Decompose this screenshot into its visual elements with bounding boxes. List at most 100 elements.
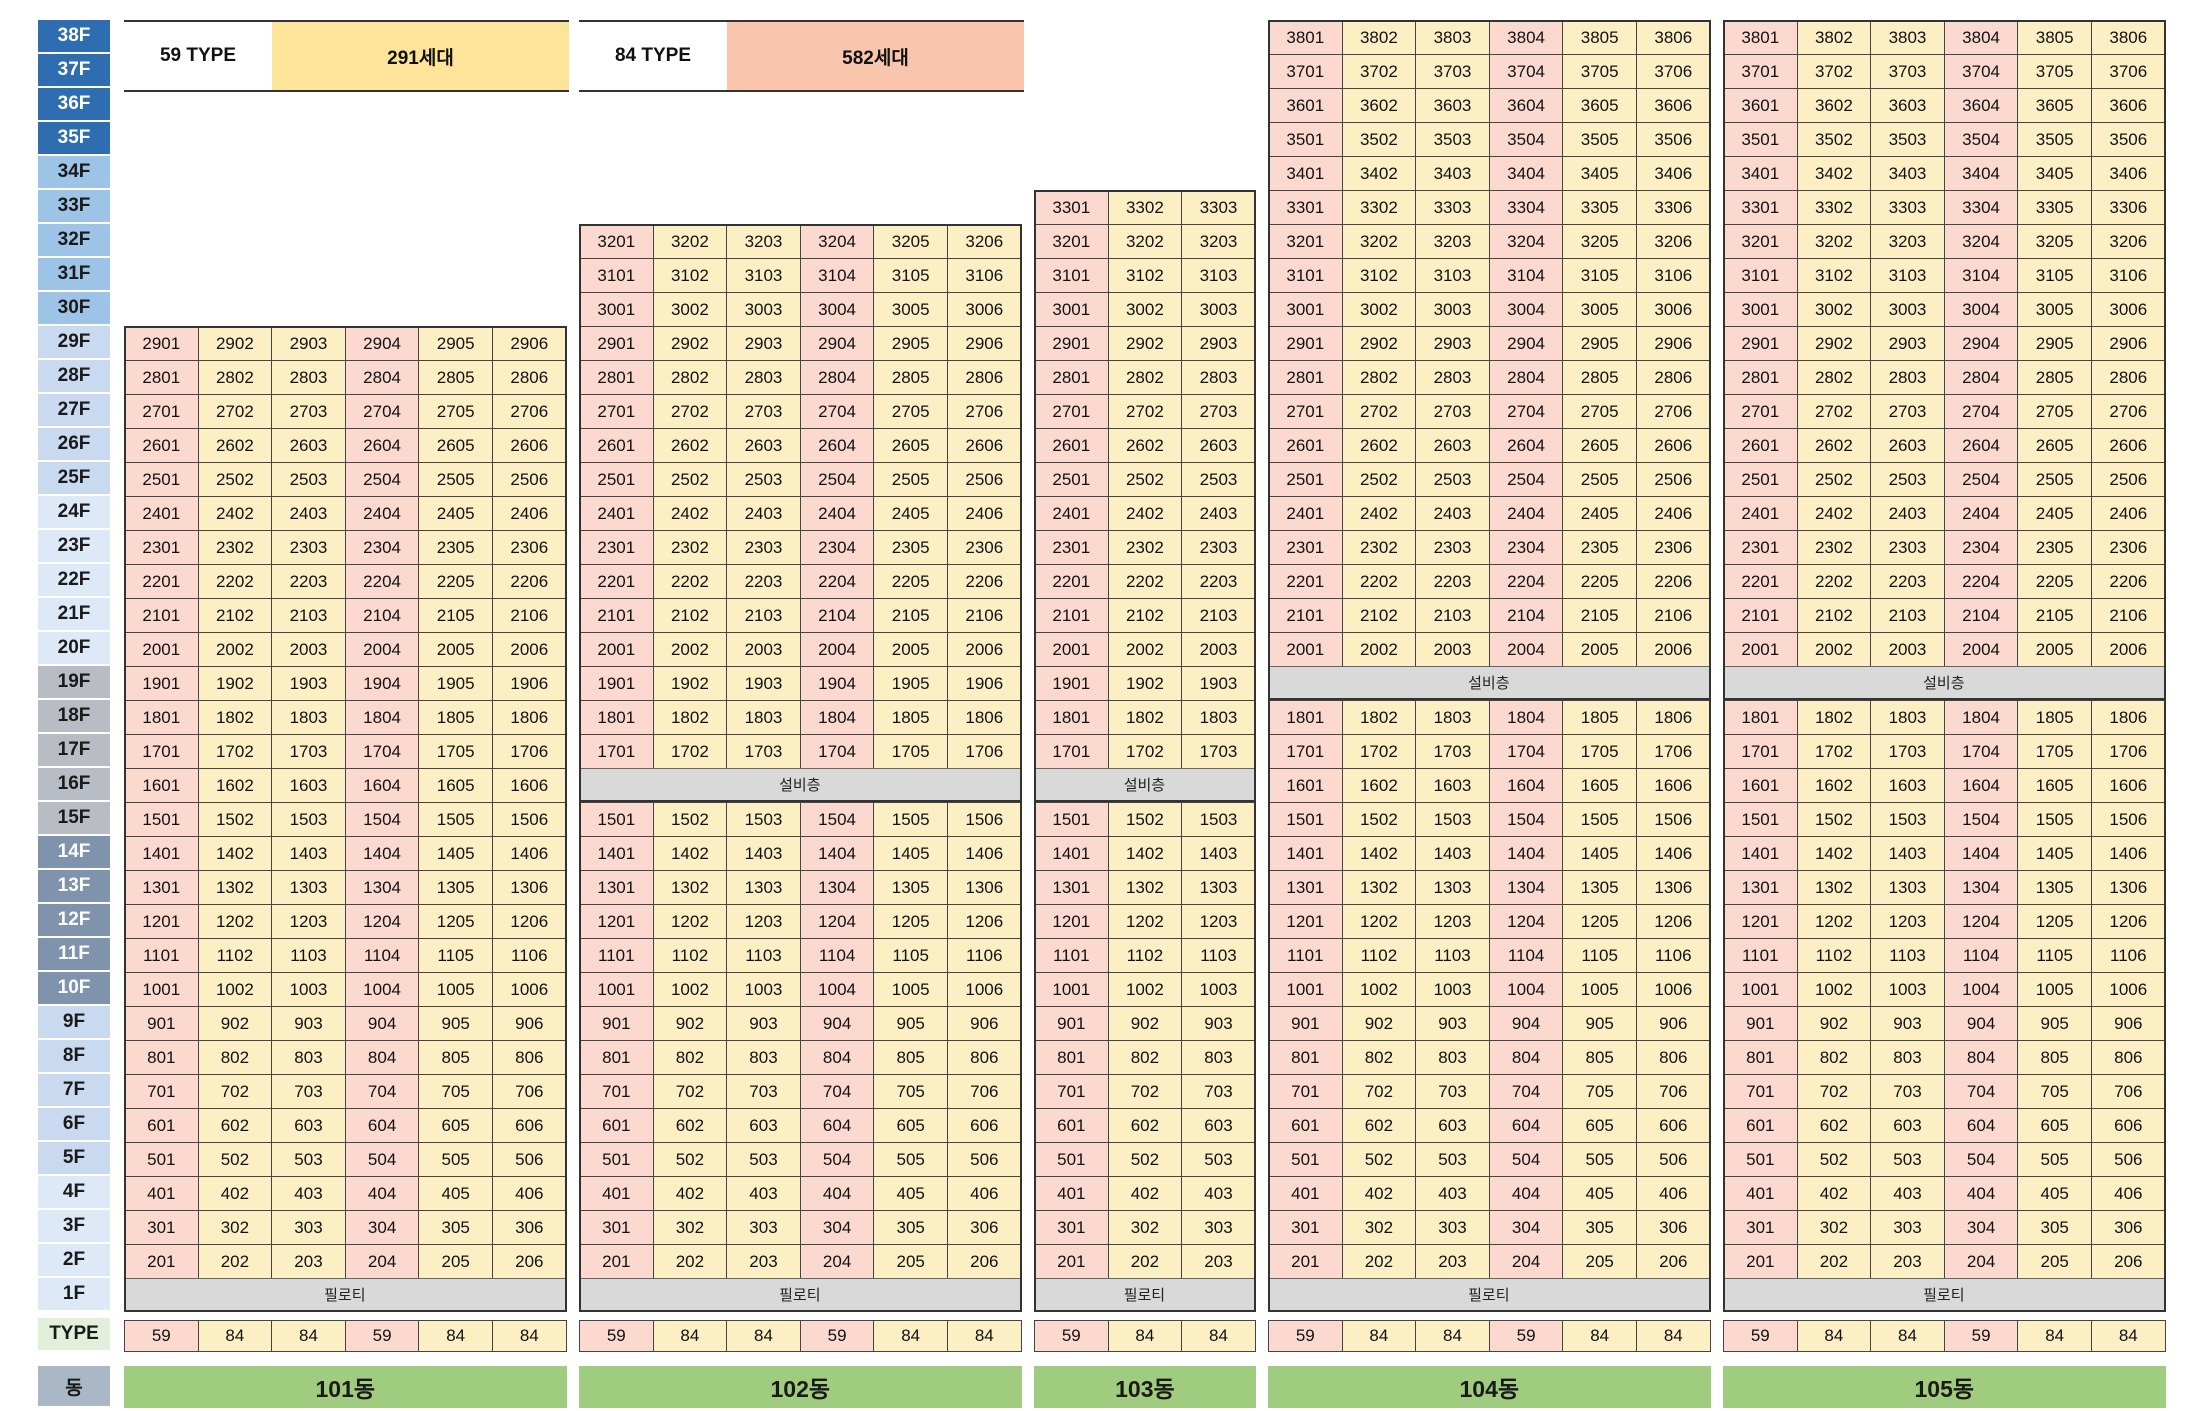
unit-cell: 606 (947, 1108, 1022, 1143)
unit-cell: 1301 (579, 870, 654, 905)
unit-cell: 2606 (492, 428, 567, 463)
unit-cell: 904 (1488, 1006, 1564, 1041)
unit-cell: 3603 (1870, 88, 1945, 123)
unit-cell: 704 (1488, 1074, 1564, 1109)
unit-cell: 1604 (1943, 768, 2019, 803)
unit-cell: 3001 (1034, 292, 1109, 327)
floor-label: 35F (38, 122, 110, 156)
unit-cell: 1703 (1870, 734, 1945, 769)
unit-cell: 2503 (1415, 462, 1490, 497)
unit-cell: 2801 (124, 360, 199, 395)
unit-cell: 505 (1562, 1142, 1637, 1177)
unit-cell: 506 (2091, 1142, 2166, 1177)
unit-cell: 2606 (1636, 428, 1711, 463)
unit-cell: 2304 (344, 530, 420, 565)
unit-cell: 3003 (1181, 292, 1256, 327)
unit-cell: 2406 (1636, 496, 1711, 531)
unit-cell: 1006 (2091, 972, 2166, 1007)
unit-cell: 1405 (873, 836, 948, 871)
unit-cell: 2301 (124, 530, 199, 565)
legend-type-label: 84 TYPE (579, 22, 727, 90)
unit-cell: 403 (1181, 1176, 1256, 1211)
unit-cell: 1805 (1562, 700, 1637, 735)
unit-cell: 2004 (1488, 632, 1564, 667)
unit-cell: 2001 (579, 632, 654, 667)
unit-cell: 705 (2017, 1074, 2092, 1109)
unit-cell: 2205 (2017, 564, 2092, 599)
unit-cell: 1503 (1415, 802, 1490, 837)
floor-label: 3F (38, 1210, 110, 1244)
unit-cell: 201 (1268, 1244, 1343, 1279)
unit-cell: 3006 (2091, 292, 2166, 327)
unit-cell: 1806 (1636, 700, 1711, 735)
unit-cell: 1302 (1341, 870, 1417, 905)
unit-cell: 2504 (799, 462, 875, 497)
unit-cell: 1002 (652, 972, 728, 1007)
unit-cell: 1306 (1636, 870, 1711, 905)
unit-cell: 506 (492, 1142, 567, 1177)
unit-cell: 2802 (652, 360, 728, 395)
piloti-floor-band: 필로티 (1268, 1278, 1710, 1312)
unit-cell: 2801 (579, 360, 654, 395)
unit-cell: 1405 (1562, 836, 1637, 871)
unit-cell: 1401 (1268, 836, 1343, 871)
unit-cell: 3801 (1723, 20, 1798, 55)
unit-cell: 405 (2017, 1176, 2092, 1211)
unit-cell: 2505 (873, 462, 948, 497)
unit-cell: 2702 (197, 394, 273, 429)
unit-cell: 1802 (197, 700, 273, 735)
unit-cell: 2502 (1341, 462, 1417, 497)
unit-cell: 403 (1870, 1176, 1945, 1211)
unit-cell: 2501 (124, 462, 199, 497)
unit-cell: 601 (1723, 1108, 1798, 1143)
unit-cell: 802 (197, 1040, 273, 1075)
unit-cell: 1403 (1415, 836, 1490, 871)
unit-cell: 1306 (492, 870, 567, 905)
unit-cell: 2901 (1723, 326, 1798, 361)
unit-type-cell: 84 (197, 1320, 273, 1352)
unit-cell: 2803 (271, 360, 346, 395)
unit-cell: 305 (418, 1210, 493, 1245)
unit-type-cell: 59 (799, 1320, 875, 1352)
unit-cell: 1803 (726, 700, 801, 735)
floor-label: 13F (38, 870, 110, 904)
unit-cell: 203 (726, 1244, 801, 1279)
unit-cell: 1701 (1034, 734, 1109, 769)
unit-cell: 1804 (1488, 700, 1564, 735)
unit-cell: 1002 (1796, 972, 1872, 1007)
unit-cell: 1805 (418, 700, 493, 735)
unit-cell: 603 (271, 1108, 346, 1143)
unit-cell: 2401 (1268, 496, 1343, 531)
unit-cell: 3804 (1488, 20, 1564, 55)
unit-cell: 3404 (1488, 156, 1564, 191)
unit-cell: 3101 (1034, 258, 1109, 293)
unit-cell: 1701 (1268, 734, 1343, 769)
unit-cell: 3702 (1796, 54, 1872, 89)
unit-cell: 1105 (418, 938, 493, 973)
unit-cell: 2605 (2017, 428, 2092, 463)
unit-cell: 1305 (2017, 870, 2092, 905)
unit-cell: 3306 (1636, 190, 1711, 225)
unit-type-cell: 84 (1796, 1320, 1872, 1352)
unit-cell: 3703 (1870, 54, 1945, 89)
unit-cell: 2403 (1415, 496, 1490, 531)
unit-cell: 2306 (947, 530, 1022, 565)
floor-label: 32F (38, 224, 110, 258)
unit-cell: 3205 (2017, 224, 2092, 259)
unit-cell: 3104 (799, 258, 875, 293)
unit-cell: 1602 (1796, 768, 1872, 803)
unit-cell: 3302 (1107, 190, 1183, 225)
unit-cell: 1804 (1943, 700, 2019, 735)
unit-cell: 2401 (1723, 496, 1798, 531)
unit-cell: 505 (418, 1142, 493, 1177)
unit-cell: 805 (873, 1040, 948, 1075)
unit-cell: 1801 (1268, 700, 1343, 735)
unit-cell: 1606 (1636, 768, 1711, 803)
unit-cell: 202 (1107, 1244, 1183, 1279)
unit-cell: 3103 (1415, 258, 1490, 293)
unit-cell: 204 (1488, 1244, 1564, 1279)
floor-label: 4F (38, 1176, 110, 1210)
unit-cell: 1703 (271, 734, 346, 769)
unit-cell: 1205 (1562, 904, 1637, 939)
unit-cell: 2903 (726, 326, 801, 361)
